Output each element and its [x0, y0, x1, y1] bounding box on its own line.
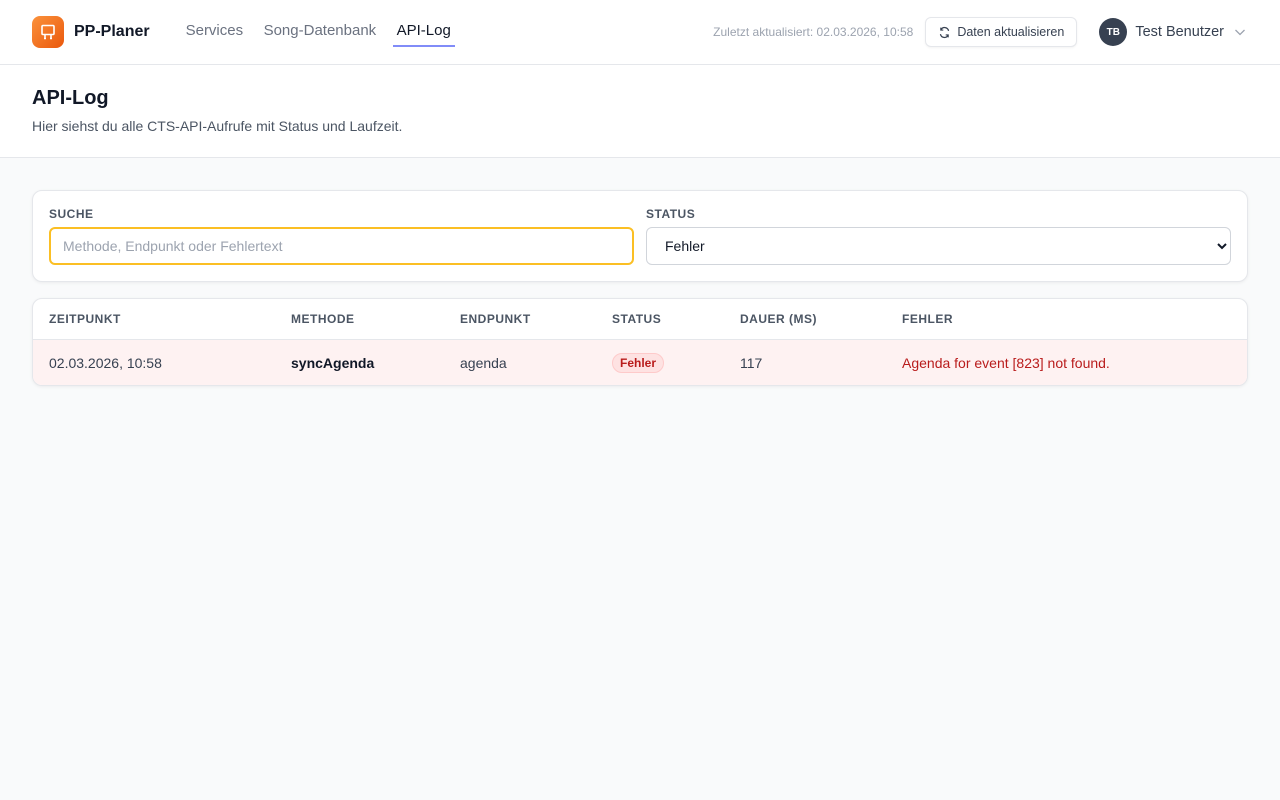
- col-dauer[interactable]: DAUER (MS): [740, 312, 817, 326]
- refresh-icon: [940, 26, 950, 38]
- main-nav: Services Song-Datenbank API-Log: [182, 18, 463, 47]
- cell-error: Agenda for event [823] not found.: [902, 354, 1110, 371]
- app-logo[interactable]: [32, 16, 64, 48]
- col-status[interactable]: STATUS: [612, 312, 662, 326]
- refresh-label: Daten aktualisieren: [957, 25, 1065, 39]
- last-updated-text: Zuletzt aktualisiert: 02.03.2026, 10:58: [713, 25, 914, 39]
- search-input[interactable]: [49, 227, 634, 265]
- user-menu[interactable]: TB Test Benutzer: [1099, 18, 1248, 46]
- cell-time: 02.03.2026, 10:58: [49, 354, 162, 371]
- col-zeitpunkt[interactable]: ZEITPUNKT: [49, 312, 121, 326]
- refresh-data-button[interactable]: Daten aktualisieren: [925, 17, 1078, 47]
- filter-panel: SUCHE STATUS Fehler: [32, 190, 1248, 282]
- col-methode[interactable]: METHODE: [291, 312, 355, 326]
- page-title: API-Log: [32, 87, 109, 109]
- nav-services[interactable]: Services: [185, 21, 244, 39]
- status-label: STATUS: [646, 207, 696, 221]
- page-header: API-Log Hier siehst du alle CTS-API-Aufr…: [0, 65, 1280, 158]
- table-row[interactable]: 02.03.2026, 10:58 syncAgenda agenda Fehl…: [33, 340, 1247, 385]
- user-name: Test Benutzer: [1135, 24, 1224, 40]
- nav-api-log[interactable]: API-Log: [392, 18, 455, 47]
- table-header: ZEITPUNKT METHODE ENDPUNKT STATUS DAUER …: [33, 299, 1247, 340]
- col-endpunkt[interactable]: ENDPUNKT: [460, 312, 531, 326]
- status-select[interactable]: Fehler: [646, 227, 1231, 265]
- col-fehler[interactable]: FEHLER: [902, 312, 953, 326]
- status-badge: Fehler: [612, 352, 665, 373]
- top-navbar: PP-Planer Services Song-Datenbank API-Lo…: [0, 0, 1280, 65]
- chevron-down-icon: [1235, 29, 1245, 36]
- cell-duration: 117: [740, 354, 763, 371]
- cell-endpoint: agenda: [460, 354, 507, 371]
- page-subtitle: Hier siehst du alle CTS-API-Aufrufe mit …: [32, 118, 403, 134]
- nav-song-datenbank[interactable]: Song-Datenbank: [263, 21, 377, 39]
- api-log-table: ZEITPUNKT METHODE ENDPUNKT STATUS DAUER …: [32, 298, 1248, 386]
- cell-method: syncAgenda: [291, 354, 375, 371]
- search-label: SUCHE: [49, 207, 94, 221]
- avatar: TB: [1099, 18, 1128, 46]
- presentation-board-icon: [41, 24, 55, 40]
- app-name: PP-Planer: [74, 23, 150, 40]
